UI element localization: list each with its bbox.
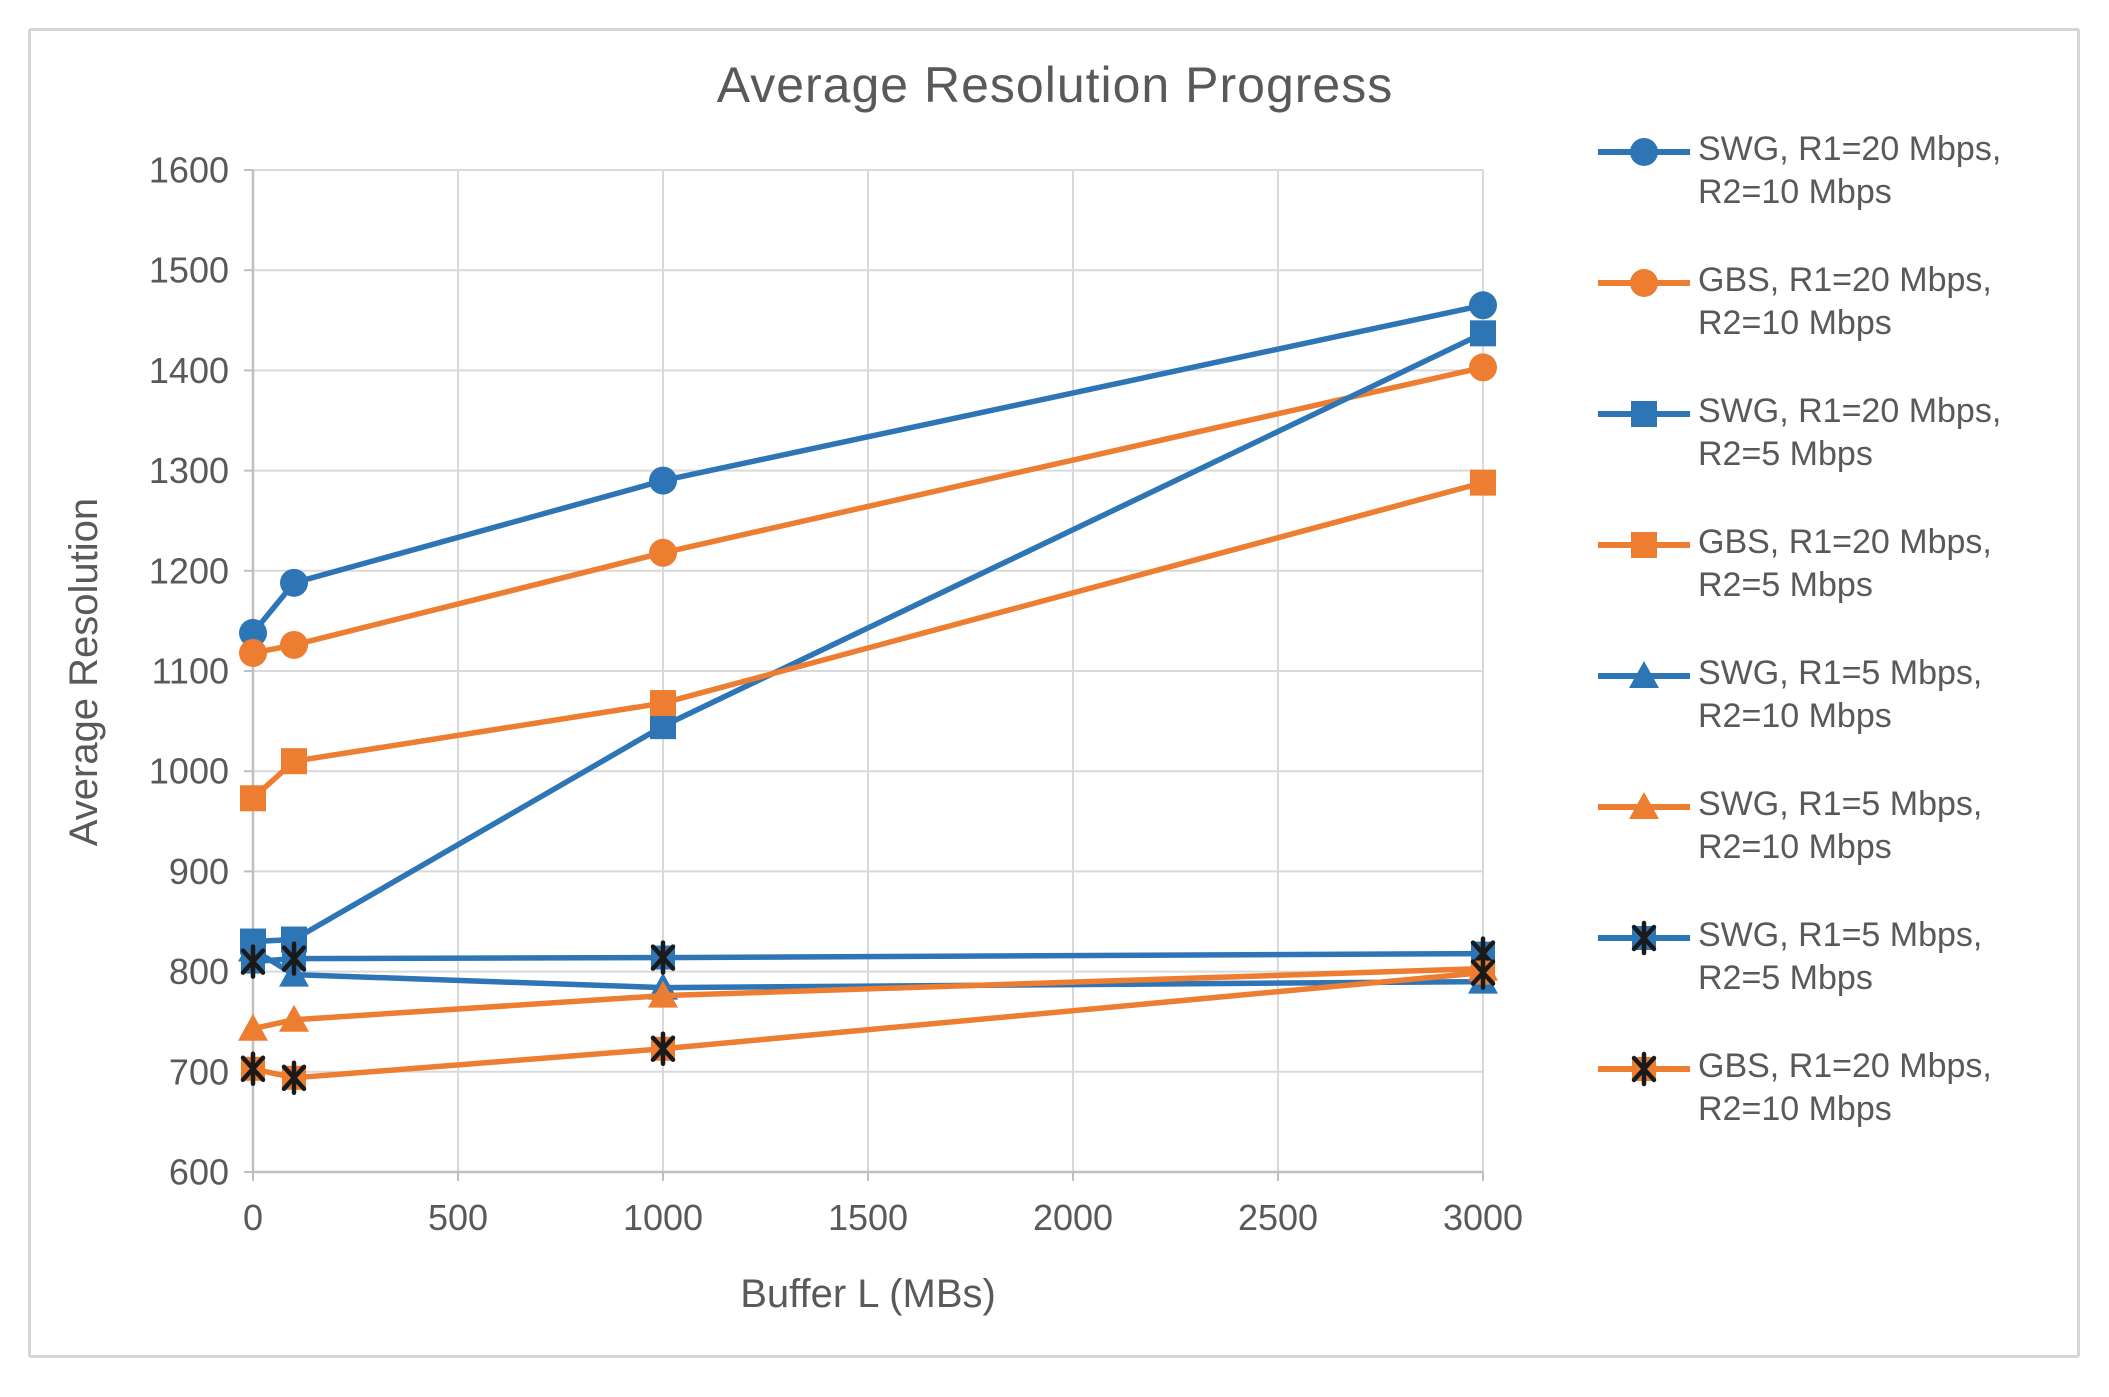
square-marker [240,785,266,812]
x-tick-label: 1000 [623,1197,703,1238]
y-tick-label: 1600 [149,150,229,191]
series-line [250,364,1486,656]
series-4 [240,469,1496,812]
y-tick-label: 1200 [149,550,229,591]
x-axis-title: Buffer L (MBs) [740,1272,996,1316]
legend-marker-triangle-icon [1598,661,1690,688]
legend-marker-square-icon [1598,532,1690,558]
y-tick-label: 600 [169,1152,229,1193]
circle-marker [1469,291,1497,320]
y-tick-label: 1400 [149,350,229,391]
series-line [250,479,1486,802]
circle-marker [1630,269,1658,297]
legend-marker-circle-icon [1598,269,1690,297]
square-marker [650,713,676,740]
asterisk-marker-stroke [240,1055,266,1083]
legend-label: SWG, R1=20 Mbps, R2=5 Mbps [1698,392,2002,473]
legend-marker-triangle-icon [1598,792,1690,819]
x-tick-label: 2500 [1238,1197,1318,1238]
square-marker [281,748,307,775]
legend-item-5: SWG, R1=5 Mbps, R2=10 Mbps [1596,652,2101,783]
legend-item-3: SWG, R1=20 Mbps, R2=5 Mbps [1596,390,2101,521]
x-tick-label: 500 [428,1197,488,1238]
asterisk-marker-stroke [281,945,307,972]
y-tick-label: 900 [169,851,229,892]
circle-marker [649,466,677,495]
series-line [250,330,1486,945]
x-tick-label: 3000 [1443,1197,1523,1238]
triangle-marker [1629,792,1659,819]
circle-marker [280,568,308,597]
triangle-marker [238,1013,268,1041]
triangle-marker [1629,661,1659,688]
legend-item-6: SWG, R1=5 Mbps, R2=10 Mbps [1596,783,2101,914]
asterisk-marker-stroke [1470,959,1496,986]
legend-marker-asterisk-icon [1598,920,1690,956]
series-8 [240,955,1496,1096]
legend-label: SWG, R1=20 Mbps, R2=10 Mbps [1698,130,2002,211]
x-tick-label: 0 [243,1197,263,1238]
legend-label: GBS, R1=20 Mbps, R2=5 Mbps [1698,523,1992,604]
legend-item-1: SWG, R1=20 Mbps, R2=10 Mbps [1596,128,2101,259]
series-line [250,965,1486,1032]
y-tick-label: 1500 [149,250,229,291]
y-tick-label: 1300 [149,450,229,491]
x-tick-label: 2000 [1033,1197,1113,1238]
triangle-marker [648,980,678,1008]
y-tick-label: 800 [169,951,229,992]
circle-marker [1630,138,1658,166]
circle-marker [239,638,267,667]
legend-label: SWG, R1=5 Mbps, R2=5 Mbps [1698,916,1983,997]
legend-label: SWG, R1=5 Mbps, R2=10 Mbps [1698,654,1983,735]
circle-marker [239,618,267,647]
asterisk-marker-stroke [240,948,266,975]
square-marker [1470,320,1496,347]
circle-marker [649,538,677,567]
y-tick-label: 1000 [149,751,229,792]
legend-item-7: SWG, R1=5 Mbps, R2=5 Mbps [1596,914,2101,1045]
x-tick-label: 1500 [828,1197,908,1238]
legend-marker-circle-icon [1598,138,1690,166]
y-tick-label: 700 [169,1051,229,1092]
series-line [250,969,1486,1081]
legend-item-2: GBS, R1=20 Mbps, R2=10 Mbps [1596,259,2101,390]
series-1 [239,291,1497,647]
asterisk-marker-stroke [650,1035,676,1063]
circle-marker [280,630,308,659]
series-line [250,302,1486,636]
square-marker [650,690,676,717]
legend-item-8: GBS, R1=20 Mbps, R2=10 Mbps [1596,1045,2101,1176]
square-marker [1631,401,1657,427]
chart-title: Average Resolution Progress [716,57,1394,113]
legend-label: SWG, R1=5 Mbps, R2=10 Mbps [1698,785,1983,866]
legend: SWG, R1=20 Mbps, R2=10 Mbps GBS, R1=20 Mb… [1596,128,2101,1176]
asterisk-marker-stroke [650,944,676,971]
series-3 [240,320,1496,955]
legend-label: GBS, R1=20 Mbps, R2=10 Mbps [1698,261,1992,342]
asterisk-marker-stroke [1631,924,1657,952]
legend-marker-square-icon [1598,401,1690,427]
legend-label: GBS, R1=20 Mbps, R2=10 Mbps [1698,1047,1992,1128]
circle-marker [1469,353,1497,382]
series-line [250,950,1486,965]
legend-marker-asterisk-icon [1598,1051,1690,1087]
chart-border-frame [28,28,2080,1358]
series-2 [239,353,1497,667]
square-marker [1631,532,1657,558]
asterisk-marker-stroke [281,1064,307,1092]
asterisk-marker-stroke [1631,1055,1657,1083]
legend-item-4: GBS, R1=20 Mbps, R2=5 Mbps [1596,521,2101,652]
triangle-marker [279,1004,309,1032]
y-tick-label: 1100 [152,651,229,692]
square-marker [1470,469,1496,496]
